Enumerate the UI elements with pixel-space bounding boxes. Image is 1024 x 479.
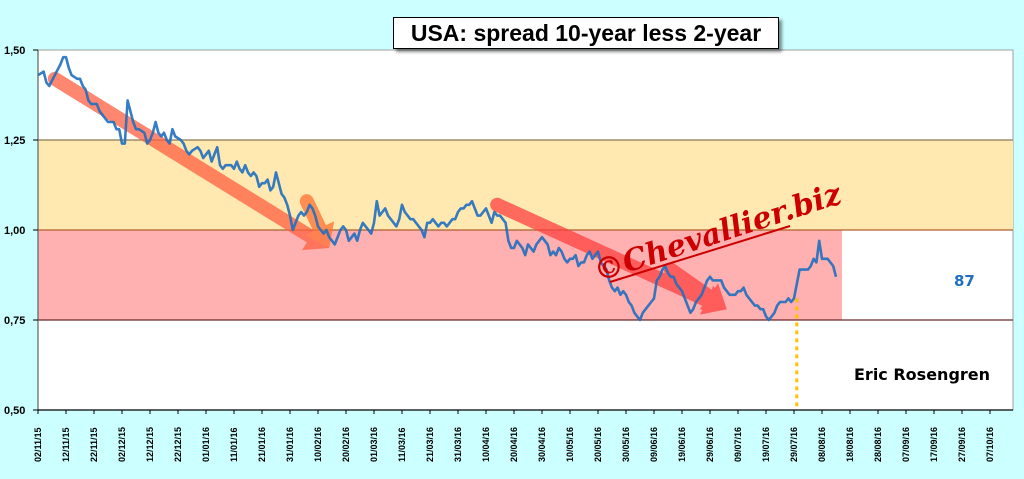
x-tick-label: 22/12/15 bbox=[173, 427, 183, 462]
x-tick-label: 11/01/16 bbox=[229, 427, 239, 462]
trend-arrow-head bbox=[699, 283, 727, 310]
x-tick-label: 10/02/16 bbox=[313, 427, 323, 462]
x-tick-label: 20/05/16 bbox=[593, 427, 603, 462]
x-tick-label: 17/09/16 bbox=[929, 427, 939, 462]
x-tick-label: 28/08/16 bbox=[873, 427, 883, 462]
x-tick-label: 09/07/16 bbox=[733, 427, 743, 462]
event-annotation-label: Eric Rosengren bbox=[854, 365, 990, 384]
x-tick-label: 22/11/15 bbox=[89, 427, 99, 462]
x-tick-label: 30/04/16 bbox=[537, 427, 547, 462]
x-tick-label: 29/07/16 bbox=[789, 427, 799, 462]
x-tick-label: 18/08/16 bbox=[845, 427, 855, 462]
y-tick-label: 0,50 bbox=[4, 405, 25, 417]
x-tick-label: 12/12/15 bbox=[145, 427, 155, 462]
y-tick-label: 1,50 bbox=[4, 45, 25, 57]
y-tick-label: 1,00 bbox=[4, 225, 25, 237]
x-tick-label: 30/05/16 bbox=[621, 427, 631, 462]
x-tick-label: 29/06/16 bbox=[705, 427, 715, 462]
x-tick-label: 10/04/16 bbox=[481, 427, 491, 462]
x-tick-label: 10/05/16 bbox=[565, 427, 575, 462]
y-tick-label: 0,75 bbox=[4, 315, 25, 327]
x-tick-label: 27/09/16 bbox=[957, 427, 967, 462]
x-tick-label: 31/03/16 bbox=[453, 427, 463, 462]
x-tick-label: 02/12/15 bbox=[117, 427, 127, 462]
x-tick-label: 20/02/16 bbox=[341, 427, 351, 462]
y-tick-label: 1,25 bbox=[4, 135, 25, 147]
x-tick-label: 21/03/16 bbox=[425, 427, 435, 462]
trend-arrow-shaft bbox=[490, 197, 714, 308]
x-tick-label: 09/06/16 bbox=[649, 427, 659, 462]
x-tick-label: 07/10/16 bbox=[985, 427, 995, 462]
chart-title: USA: spread 10-year less 2-year bbox=[393, 17, 779, 49]
x-tick-label: 20/04/16 bbox=[509, 427, 519, 462]
x-tick-label: 31/01/16 bbox=[285, 427, 295, 462]
series-line bbox=[37, 55, 838, 322]
trend-arrow-head bbox=[305, 221, 335, 248]
watermark-underline bbox=[609, 225, 791, 283]
last-value-label: 87 bbox=[954, 272, 975, 290]
x-tick-label: 21/01/16 bbox=[257, 427, 267, 462]
x-tick-label: 01/03/16 bbox=[369, 427, 379, 462]
x-tick-label: 19/06/16 bbox=[677, 427, 687, 462]
x-tick-label: 01/01/16 bbox=[201, 427, 211, 462]
x-tick-label: 07/09/16 bbox=[901, 427, 911, 462]
x-tick-label: 08/08/16 bbox=[817, 427, 827, 462]
x-tick-label: 02/11/15 bbox=[33, 427, 43, 462]
x-tick-label: 12/11/15 bbox=[61, 427, 71, 462]
x-tick-label: 19/07/16 bbox=[761, 427, 771, 462]
x-tick-label: 11/03/16 bbox=[397, 427, 407, 462]
